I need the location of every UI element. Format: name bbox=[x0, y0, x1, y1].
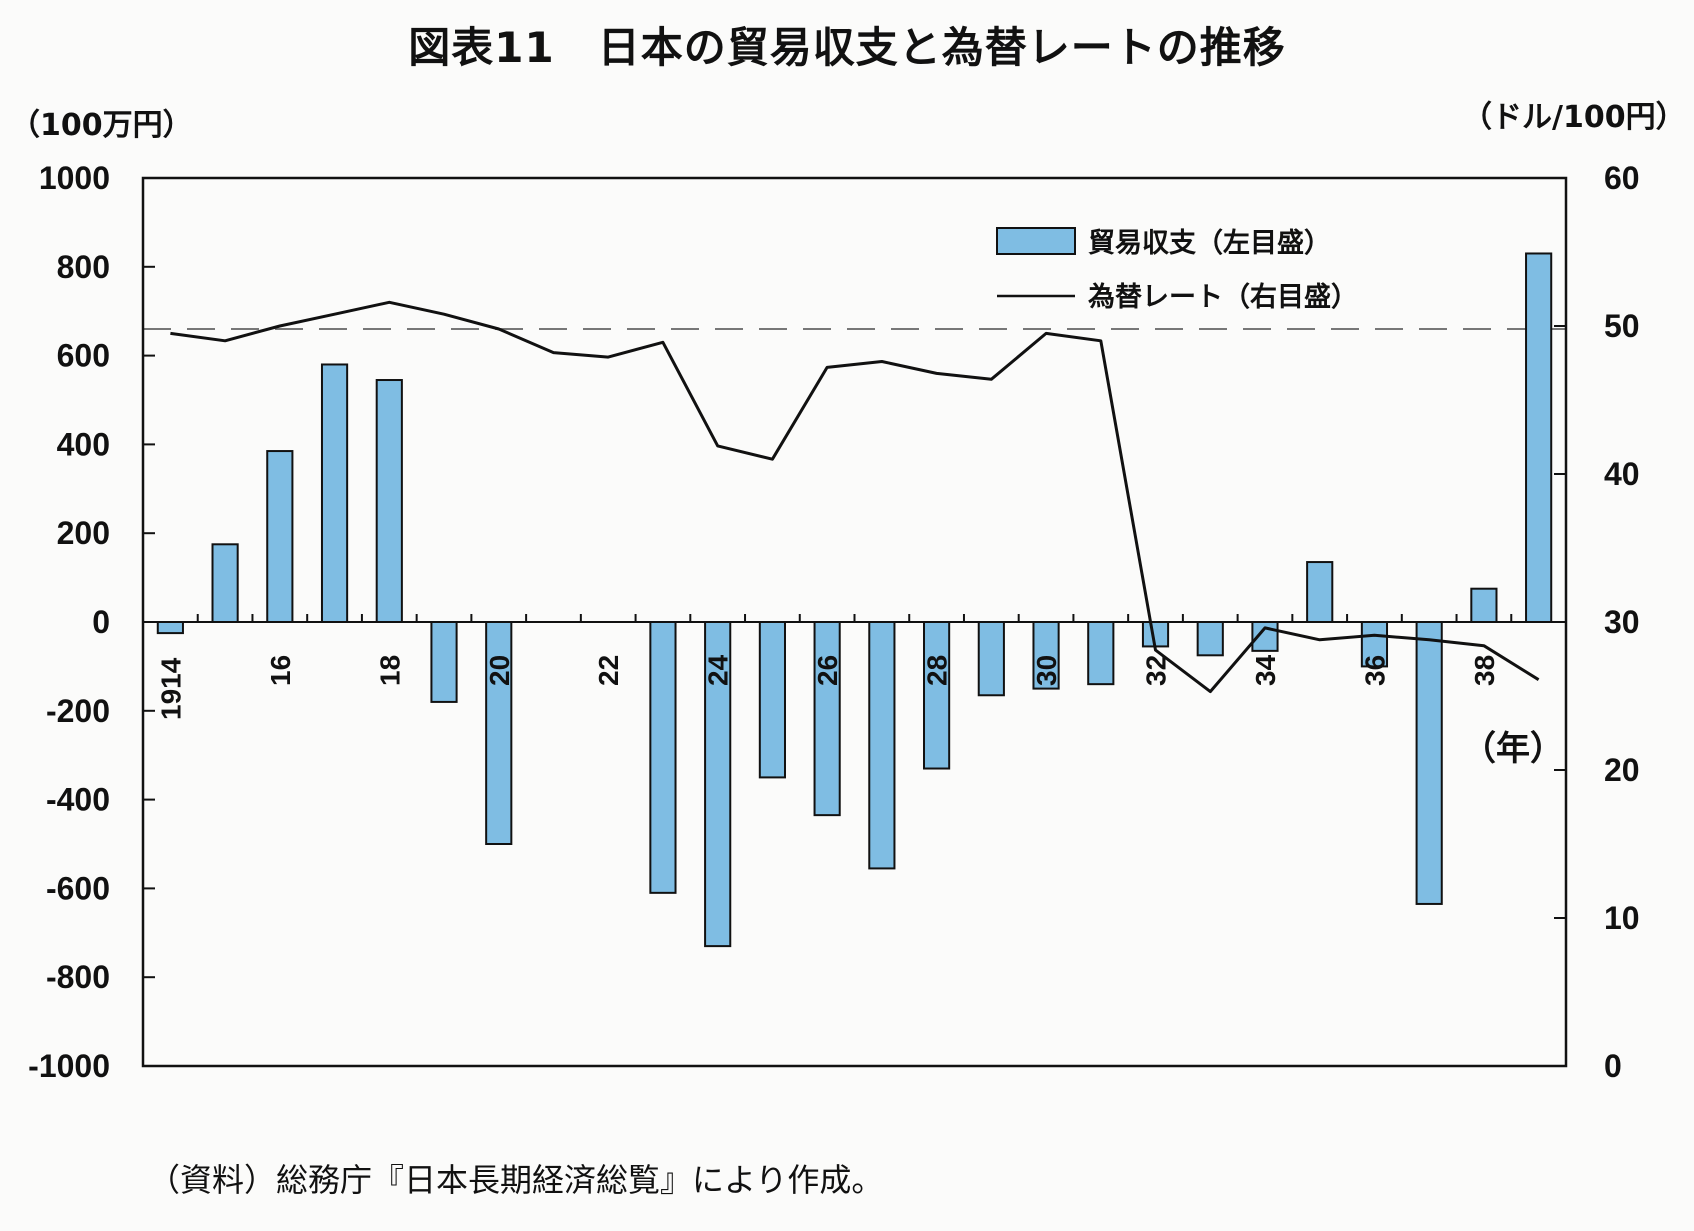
source-note: （資料）総務庁『日本長期経済総覧』により作成。 bbox=[148, 1161, 884, 1199]
x-tick-label: 38 bbox=[1469, 655, 1500, 686]
x-tick-label: 16 bbox=[265, 655, 296, 686]
legend-swatch-trade-balance bbox=[996, 227, 1076, 255]
x-tick-label: 36 bbox=[1359, 655, 1390, 686]
x-axis-unit: （年） bbox=[1462, 729, 1564, 769]
x-tick-label: 34 bbox=[1250, 654, 1281, 686]
x-tick-label: 24 bbox=[703, 654, 734, 686]
left-tick-label: -1000 bbox=[28, 1048, 110, 1084]
bar-trade-balance-1935 bbox=[1306, 561, 1334, 623]
bar-trade-balance-1919 bbox=[430, 621, 458, 703]
x-tick-label: 20 bbox=[484, 655, 515, 686]
x-tick-label: 26 bbox=[812, 655, 843, 686]
bar-trade-balance-1926 bbox=[813, 621, 841, 817]
right-tick-label: 40 bbox=[1604, 456, 1640, 492]
bar-trade-balance-1915 bbox=[211, 543, 239, 623]
right-tick-label: 0 bbox=[1604, 1048, 1622, 1084]
bar-trade-balance-1931 bbox=[1087, 621, 1115, 686]
bar-trade-balance-1914 bbox=[156, 621, 184, 635]
left-axis-unit: （100万円） bbox=[10, 108, 193, 143]
right-axis-unit: （ドル/100円） bbox=[1462, 100, 1686, 135]
legend: 貿易収支（左目盛） 為替レート（右目盛） bbox=[996, 227, 1358, 313]
bar-trade-balance-1916 bbox=[266, 450, 294, 623]
left-tick-label: -200 bbox=[46, 693, 110, 729]
left-tick-label: 800 bbox=[57, 249, 110, 285]
right-tick-label: 60 bbox=[1604, 160, 1640, 196]
x-tick-label: 18 bbox=[374, 655, 405, 686]
left-tick-label: 1000 bbox=[39, 160, 110, 196]
bar-trade-balance-1929 bbox=[977, 621, 1005, 697]
legend-label-trade-balance: 貿易収支（左目盛） bbox=[1088, 228, 1331, 259]
right-tick-label: 30 bbox=[1604, 604, 1640, 640]
bar-trade-balance-1924 bbox=[704, 621, 732, 948]
x-tick-label: 22 bbox=[593, 655, 624, 686]
bar-trade-balance-1925 bbox=[758, 621, 786, 779]
right-tick-label: 10 bbox=[1604, 900, 1640, 936]
bar-trade-balance-1936 bbox=[1360, 621, 1389, 668]
bar-trade-balance-1939 bbox=[1525, 252, 1553, 623]
left-tick-label: 200 bbox=[57, 515, 110, 551]
bar-trade-balance-1927 bbox=[868, 621, 896, 870]
bar-trade-balance-1923 bbox=[649, 621, 677, 894]
right-tick-label: 50 bbox=[1604, 308, 1640, 344]
left-tick-label: 0 bbox=[92, 604, 110, 640]
left-tick-label: 600 bbox=[57, 338, 110, 374]
x-tick-label: 1914 bbox=[155, 657, 186, 720]
right-tick-label: 20 bbox=[1604, 752, 1640, 788]
bar-trade-balance-1937 bbox=[1415, 621, 1443, 905]
bar-trade-balance-1930 bbox=[1032, 621, 1060, 690]
bar-trade-balance-1928 bbox=[923, 621, 951, 770]
line-exchange-rate bbox=[170, 300, 1540, 694]
left-tick-label: -600 bbox=[46, 870, 110, 906]
x-tick-label: 32 bbox=[1141, 655, 1172, 686]
left-tick-label: -400 bbox=[46, 782, 110, 818]
left-tick-label: -800 bbox=[46, 959, 110, 995]
bar-trade-balance-1917 bbox=[320, 363, 349, 623]
bar-trade-balance-1938 bbox=[1470, 587, 1498, 624]
chart-title: 図表11 日本の貿易収支と為替レートの推移 bbox=[408, 23, 1286, 72]
left-tick-label: 400 bbox=[57, 426, 110, 462]
bar-trade-balance-1933 bbox=[1196, 621, 1224, 657]
bar-trade-balance-1918 bbox=[375, 379, 403, 623]
x-tick-label: 28 bbox=[922, 655, 953, 686]
legend-label-exchange-rate: 為替レート（右目盛） bbox=[1088, 281, 1358, 313]
x-tick-label: 30 bbox=[1031, 655, 1062, 686]
